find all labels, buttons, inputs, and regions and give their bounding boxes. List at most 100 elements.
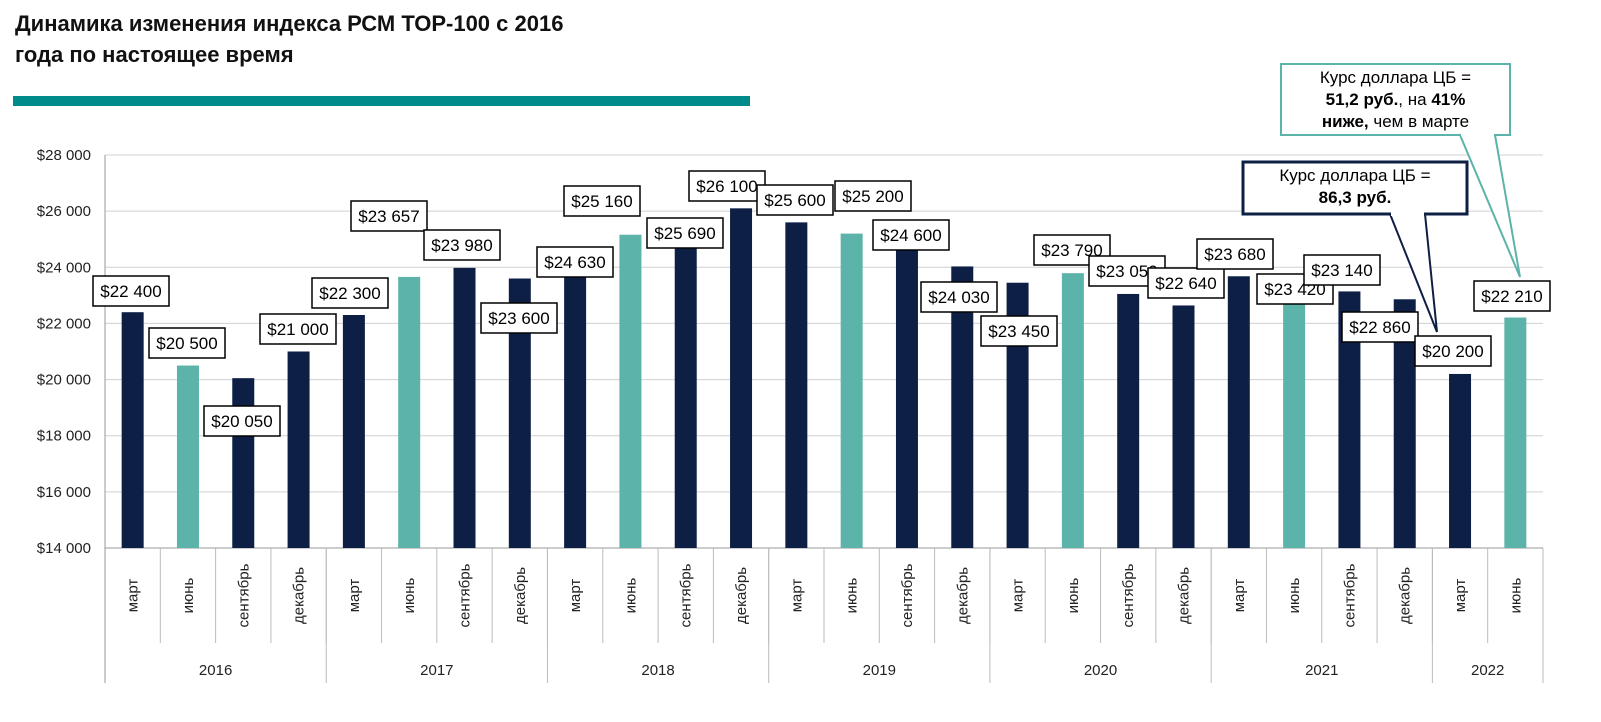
value-label: $24 600 <box>880 226 941 245</box>
annotation-box <box>1241 160 1469 216</box>
value-label: $22 400 <box>100 282 161 301</box>
annotation-run: ниже, <box>1322 112 1369 131</box>
x-tick-label: декабрь <box>954 567 971 624</box>
annotation-text: 86,3 руб. <box>1319 188 1392 207</box>
value-label: $23 140 <box>1311 261 1372 280</box>
x-tick-label: июнь <box>401 577 418 613</box>
bar <box>730 208 753 549</box>
bar <box>564 249 587 548</box>
value-label-box <box>1341 311 1419 343</box>
x-tick-label: сентябрь <box>457 563 474 627</box>
x-tick-label: июнь <box>180 577 197 613</box>
bar <box>951 266 974 548</box>
x-tick-label: март <box>1452 579 1469 613</box>
annotation-run: 51,2 руб. <box>1326 90 1399 109</box>
chart-title: Динамика изменения индекса РСМ ТОР-100 с… <box>15 11 563 36</box>
bar <box>232 378 255 548</box>
group-label: 2021 <box>1305 662 1338 679</box>
bar <box>1283 283 1306 548</box>
bar <box>1061 273 1084 548</box>
value-label-box <box>1147 267 1225 299</box>
group-label: 2020 <box>1084 662 1117 679</box>
annotation-box <box>1280 63 1511 136</box>
value-label-box <box>563 185 641 217</box>
y-tick-label: $28 000 <box>37 147 91 164</box>
bar <box>1393 299 1416 548</box>
annotation-pointer <box>1458 134 1521 278</box>
x-tick-label: сентябрь <box>1341 563 1358 627</box>
value-label: $25 160 <box>571 192 632 211</box>
bar <box>1227 276 1250 548</box>
annotation-run: 41% <box>1431 90 1465 109</box>
group-label: 2016 <box>199 662 232 679</box>
bar <box>176 365 199 548</box>
x-tick-label: декабрь <box>733 567 750 624</box>
value-label: $21 000 <box>267 320 328 339</box>
value-label: $23 657 <box>358 207 419 226</box>
group-label: 2019 <box>863 662 896 679</box>
annotation-text: ниже, чем в марте <box>1322 112 1469 131</box>
annotation-run: , на <box>1398 90 1431 109</box>
y-tick-label: $24 000 <box>37 259 91 276</box>
value-label: $20 200 <box>1422 342 1483 361</box>
value-label-box <box>1473 280 1551 312</box>
x-tick-label: март <box>125 579 142 613</box>
bar <box>1117 293 1140 548</box>
x-tick-label: март <box>1231 579 1248 613</box>
x-tick-label: июнь <box>1065 577 1082 613</box>
annotation-run: чем в марте <box>1369 112 1469 131</box>
x-tick-label: июнь <box>622 577 639 613</box>
annotation-text: Курс доллара ЦБ = <box>1320 68 1471 87</box>
value-label: $22 210 <box>1481 287 1542 306</box>
x-tick-label: декабрь <box>512 567 529 624</box>
group-label: 2018 <box>641 662 674 679</box>
x-tick-label: декабрь <box>1397 567 1414 624</box>
y-tick-label: $18 000 <box>37 428 91 445</box>
value-label: $24 030 <box>928 288 989 307</box>
value-label-box <box>646 217 724 249</box>
value-label: $22 300 <box>319 284 380 303</box>
value-label: $23 680 <box>1204 245 1265 264</box>
value-label: $23 790 <box>1041 241 1102 260</box>
bar <box>1449 373 1472 548</box>
value-label: $23 980 <box>431 236 492 255</box>
value-label-box <box>1303 254 1381 286</box>
group-label: 2022 <box>1471 662 1504 679</box>
annotation-run: 86,3 руб. <box>1319 188 1392 207</box>
x-tick-label: сентябрь <box>678 563 695 627</box>
value-label-box <box>148 327 226 359</box>
x-tick-label: сентябрь <box>235 563 252 627</box>
value-label-box <box>259 313 337 345</box>
value-label: $23 600 <box>488 309 549 328</box>
annotation-run: Курс доллара ЦБ = <box>1279 166 1430 185</box>
bar <box>840 233 863 548</box>
bar <box>287 351 310 548</box>
value-label-box <box>423 229 501 261</box>
bar <box>785 222 808 548</box>
x-tick-label: декабрь <box>291 567 308 624</box>
bar <box>1172 305 1195 548</box>
value-label: $22 860 <box>1349 318 1410 337</box>
value-label-box <box>980 315 1058 347</box>
bar <box>508 278 531 548</box>
value-label: $24 630 <box>544 253 605 272</box>
value-label: $26 100 <box>696 177 757 196</box>
y-tick-label: $26 000 <box>37 203 91 220</box>
value-label-box <box>1196 238 1274 270</box>
value-label-box <box>688 170 766 202</box>
group-label: 2017 <box>420 662 453 679</box>
annotation-text: 51,2 руб., на 41% <box>1326 90 1466 109</box>
value-label-box <box>756 184 834 216</box>
x-tick-label: июнь <box>1286 577 1303 613</box>
annotation-text: Курс доллара ЦБ = <box>1279 166 1430 185</box>
value-label: $25 600 <box>764 191 825 210</box>
bar <box>619 234 642 549</box>
bar <box>1504 317 1527 548</box>
value-label: $25 690 <box>654 224 715 243</box>
y-tick-label: $20 000 <box>37 372 91 389</box>
x-tick-label: июнь <box>1507 577 1524 613</box>
title-underline <box>13 96 750 106</box>
value-label-box <box>203 405 281 437</box>
x-tick-label: декабрь <box>1176 567 1193 624</box>
